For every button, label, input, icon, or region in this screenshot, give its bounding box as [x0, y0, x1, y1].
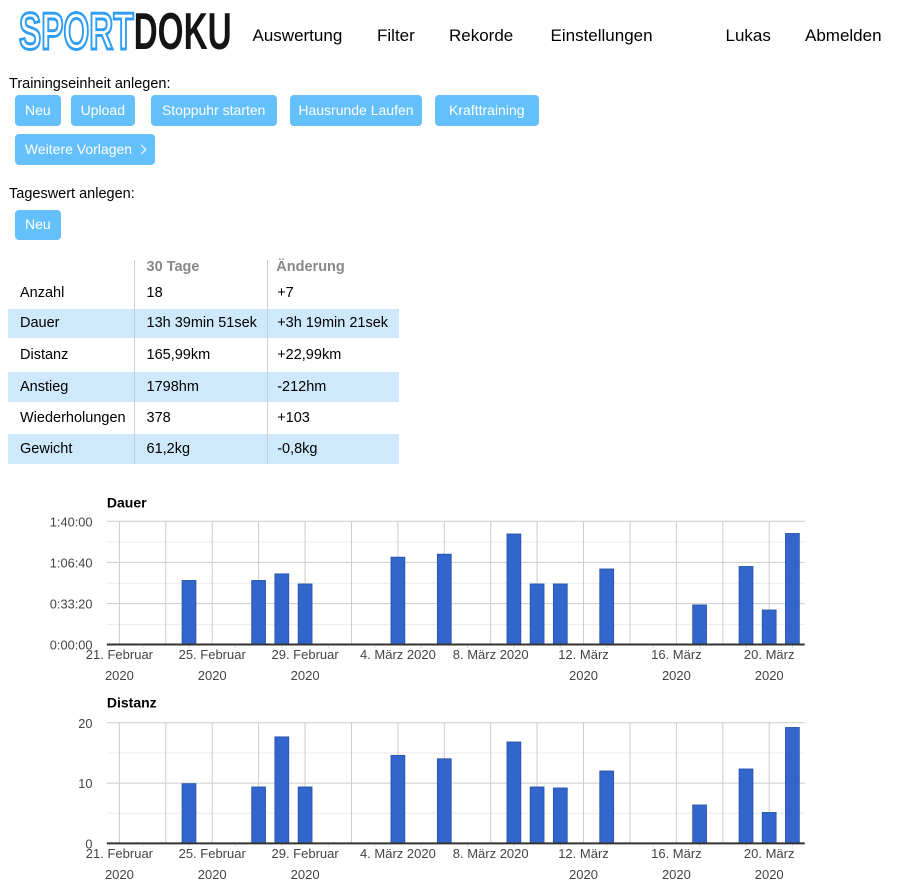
svg-text:Distanz: Distanz: [107, 695, 157, 711]
svg-text:1:40:00: 1:40:00: [50, 514, 93, 529]
svg-text:2020: 2020: [569, 668, 598, 683]
svg-text:29. Februar: 29. Februar: [271, 647, 339, 662]
svg-text:12. März: 12. März: [558, 846, 609, 861]
svg-text:20: 20: [78, 716, 92, 731]
svg-text:0:33:20: 0:33:20: [50, 597, 93, 612]
svg-text:20. März: 20. März: [744, 846, 795, 861]
svg-text:2020: 2020: [569, 867, 598, 882]
svg-text:16. März: 16. März: [651, 647, 702, 662]
svg-text:2020: 2020: [291, 867, 320, 882]
svg-text:2020: 2020: [291, 668, 320, 683]
svg-text:0:00:00: 0:00:00: [50, 638, 93, 653]
svg-text:2020: 2020: [662, 668, 691, 683]
svg-text:2020: 2020: [755, 668, 784, 683]
svg-text:2020: 2020: [105, 668, 134, 683]
svg-text:21. Februar: 21. Februar: [86, 846, 154, 861]
svg-text:2020: 2020: [198, 668, 227, 683]
svg-text:12. März: 12. März: [558, 647, 609, 662]
svg-text:8. März 2020: 8. März 2020: [453, 647, 529, 662]
svg-text:4. März 2020: 4. März 2020: [360, 647, 436, 662]
svg-text:2020: 2020: [755, 867, 784, 882]
svg-text:1:06:40: 1:06:40: [50, 556, 93, 571]
svg-text:8. März 2020: 8. März 2020: [453, 846, 529, 861]
svg-text:Dauer: Dauer: [107, 495, 147, 511]
svg-text:16. März: 16. März: [651, 846, 702, 861]
svg-text:20. März: 20. März: [744, 647, 795, 662]
svg-text:25. Februar: 25. Februar: [179, 846, 247, 861]
svg-text:25. Februar: 25. Februar: [179, 647, 247, 662]
svg-text:21. Februar: 21. Februar: [86, 647, 154, 662]
svg-text:2020: 2020: [105, 867, 134, 882]
svg-text:29. Februar: 29. Februar: [271, 846, 339, 861]
svg-text:4. März 2020: 4. März 2020: [360, 846, 436, 861]
svg-text:10: 10: [78, 776, 92, 791]
svg-text:2020: 2020: [198, 867, 227, 882]
svg-text:0: 0: [85, 837, 92, 852]
svg-text:2020: 2020: [662, 867, 691, 882]
